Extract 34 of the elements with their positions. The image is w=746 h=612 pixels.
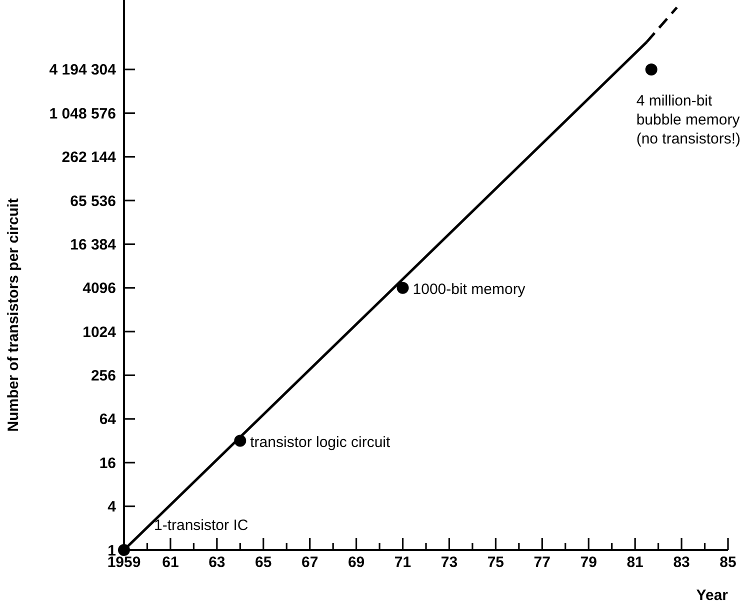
point	[396, 282, 409, 294]
y-tick-label: 16	[99, 454, 116, 472]
y-tick-label: 4	[108, 498, 117, 516]
x-axis-title: Year	[696, 587, 728, 604]
x-tick-label: 61	[162, 554, 179, 571]
annotation: 4 million-bit bubble memory (no transistors!)	[636, 92, 741, 148]
x-tick-label: 71	[394, 554, 412, 571]
y-tick-label: 65 536	[70, 192, 116, 210]
y-tick-label: 4096	[82, 280, 116, 298]
x-tick-label: 75	[487, 554, 504, 571]
x-tick-label: 81	[626, 554, 644, 571]
x-tick-label: 67	[302, 554, 318, 571]
point	[234, 434, 246, 447]
annotation: transistor logic circuit	[250, 434, 392, 451]
y-tick-label: 16 384	[70, 236, 117, 254]
y-tick-label: 256	[90, 368, 116, 385]
x-tick-label: 73	[440, 554, 458, 571]
y-tick-label: 262 144	[62, 149, 117, 166]
x-tick-label: 69	[348, 554, 365, 571]
y-tick-label: 1024	[82, 324, 117, 341]
y-tick-label: 64	[99, 411, 117, 428]
y-tick-label: 4 194 304	[49, 62, 117, 79]
point	[118, 544, 130, 556]
x-tick-label: 85	[720, 554, 736, 571]
x-tick-label: 65	[255, 554, 272, 571]
annotation: 1-transistor IC	[154, 517, 248, 534]
x-tick-label: 63	[208, 554, 226, 571]
x-tick-label: 83	[673, 554, 690, 571]
y-axis-title: Number of transistors per circuit	[5, 198, 22, 432]
annotation: 1000-bit memory	[412, 280, 526, 298]
x-tick-label: 77	[534, 554, 550, 571]
point	[645, 63, 658, 76]
y-tick-label: 1 048 576	[49, 105, 116, 122]
x-tick-label: 79	[580, 554, 597, 571]
